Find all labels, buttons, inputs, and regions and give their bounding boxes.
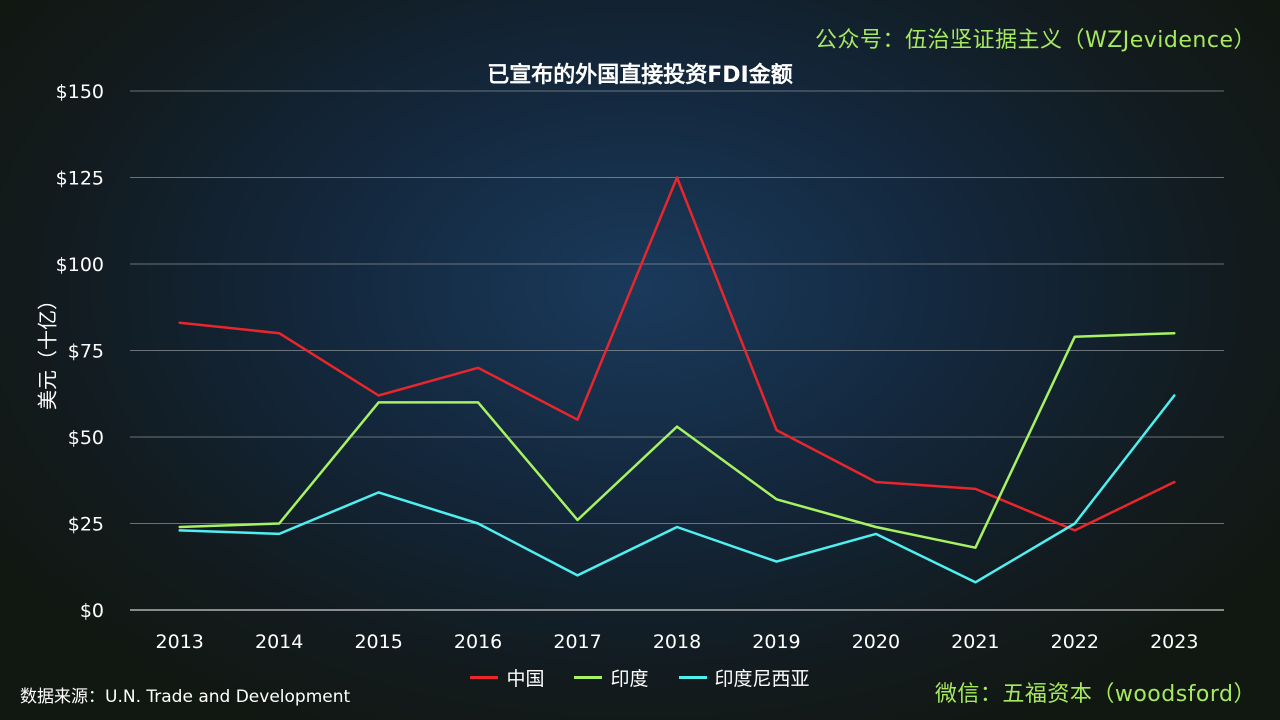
series-line-2 — [178, 394, 1176, 584]
series-line-1 — [178, 331, 1176, 549]
x-tick-label: 2016 — [454, 631, 502, 653]
x-tick-label: 2023 — [1150, 631, 1198, 653]
legend-item-india: 印度 — [574, 664, 649, 691]
x-tick-label: 2015 — [354, 631, 402, 653]
watermark-bottom: 微信：五福资本（woodsford） — [934, 682, 1256, 707]
legend-swatch-indonesia — [678, 676, 707, 679]
y-tick-label: $25 — [68, 514, 104, 536]
y-tick-label: $50 — [68, 427, 104, 449]
x-tick-label: 2013 — [156, 631, 204, 653]
x-axis-ticks: 2013 2014 2015 2016 2017 2018 2019 2020 2021 2022… — [156, 631, 1199, 653]
x-tick-label: 2022 — [1051, 631, 1099, 653]
y-tick-label: $150 — [56, 81, 104, 103]
y-tick-label: $0 — [80, 600, 104, 622]
watermark-top: 公众号：伍治坚证据主义（WZJevidence） — [814, 28, 1256, 53]
chart-title: 已宣布的外国直接投资FDI金额 — [487, 63, 793, 88]
y-axis-label: 美元（十亿） — [35, 290, 60, 410]
data-source-note: 数据来源：U.N. Trade and Development — [20, 687, 351, 707]
x-tick-label: 2020 — [852, 631, 900, 653]
series-lines — [178, 176, 1176, 584]
legend-swatch-china — [470, 676, 499, 679]
x-tick-label: 2018 — [653, 631, 701, 653]
y-tick-label: $125 — [56, 168, 104, 190]
legend-label-china: 中国 — [506, 668, 545, 690]
legend-label-indonesia: 印度尼西亚 — [714, 668, 810, 690]
legend-item-indonesia: 印度尼西亚 — [678, 664, 810, 691]
legend-label-india: 印度 — [610, 668, 649, 690]
x-tick-label: 2017 — [553, 631, 601, 653]
legend-item-china: 中国 — [470, 664, 544, 691]
series-line-0 — [178, 176, 1176, 532]
x-tick-label: 2014 — [255, 631, 303, 653]
legend: 中国 印度 印度尼西亚 — [0, 664, 1280, 691]
legend-swatch-india — [574, 676, 603, 679]
y-tick-label: $75 — [68, 341, 104, 363]
x-tick-label: 2021 — [951, 631, 999, 653]
y-axis-ticks: $0 $25 $50 $75 $100 $125 $150 — [56, 81, 104, 622]
x-tick-label: 2019 — [752, 631, 800, 653]
y-tick-label: $100 — [56, 254, 104, 276]
